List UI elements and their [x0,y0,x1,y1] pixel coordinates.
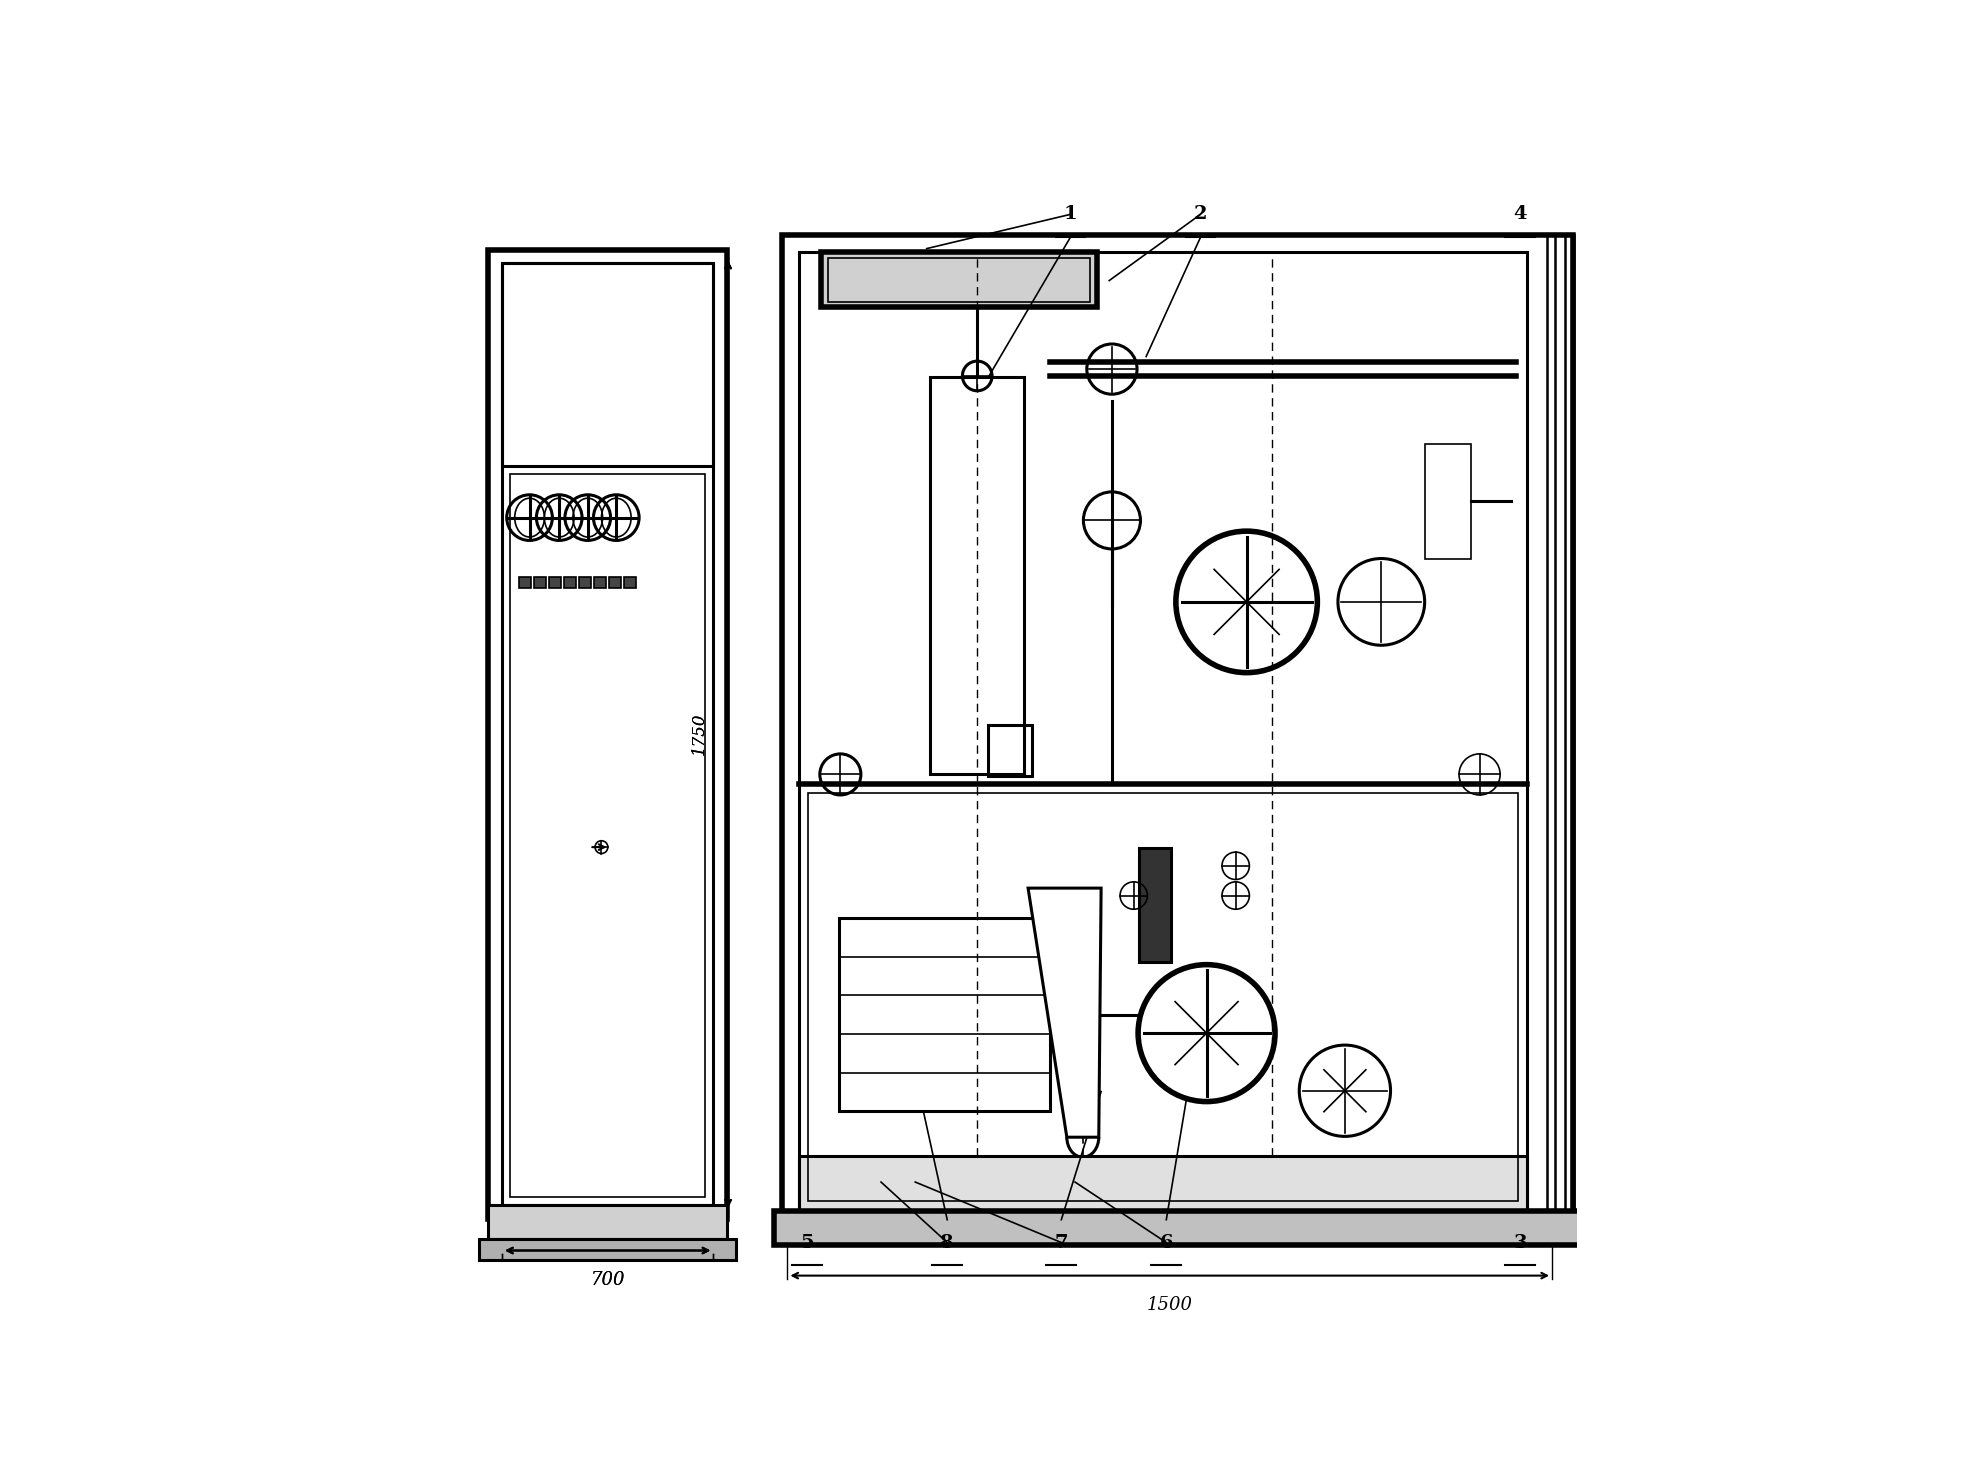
Text: 6: 6 [1159,1233,1173,1251]
Text: 2: 2 [1194,206,1208,224]
Bar [799,1156,1526,1211]
Bar [595,576,607,588]
Text: 5: 5 [799,1233,813,1251]
Text: 1750: 1750 [691,713,707,756]
Bar [489,250,727,1218]
Bar [829,258,1090,302]
Bar [774,1211,1614,1245]
Bar [550,576,562,588]
Bar [799,252,1526,1211]
Bar [1426,443,1471,559]
Bar [479,1239,736,1260]
Bar [503,264,713,465]
Text: 1500: 1500 [1147,1297,1192,1315]
Bar [625,576,636,588]
Bar [1139,848,1171,962]
Bar [518,576,532,588]
Bar [503,264,713,1205]
Bar [821,252,1098,307]
Text: 700: 700 [591,1272,625,1289]
Text: 1750: 1750 [691,713,707,756]
Bar [609,576,621,588]
Text: 1: 1 [1064,206,1078,224]
Bar [564,576,575,588]
Bar [807,793,1518,1202]
Text: 8: 8 [941,1233,955,1251]
Bar [931,376,1023,775]
Bar [579,576,591,588]
Text: 4: 4 [1514,206,1526,224]
Bar [511,474,705,1197]
Text: 3: 3 [1512,1233,1526,1251]
Bar [782,234,1573,1227]
Bar [988,725,1031,777]
Polygon shape [1027,888,1102,1137]
Bar [489,1205,727,1239]
Text: 700: 700 [591,1272,625,1289]
Text: 7: 7 [1055,1233,1068,1251]
Bar [839,917,1051,1112]
Bar [534,576,546,588]
